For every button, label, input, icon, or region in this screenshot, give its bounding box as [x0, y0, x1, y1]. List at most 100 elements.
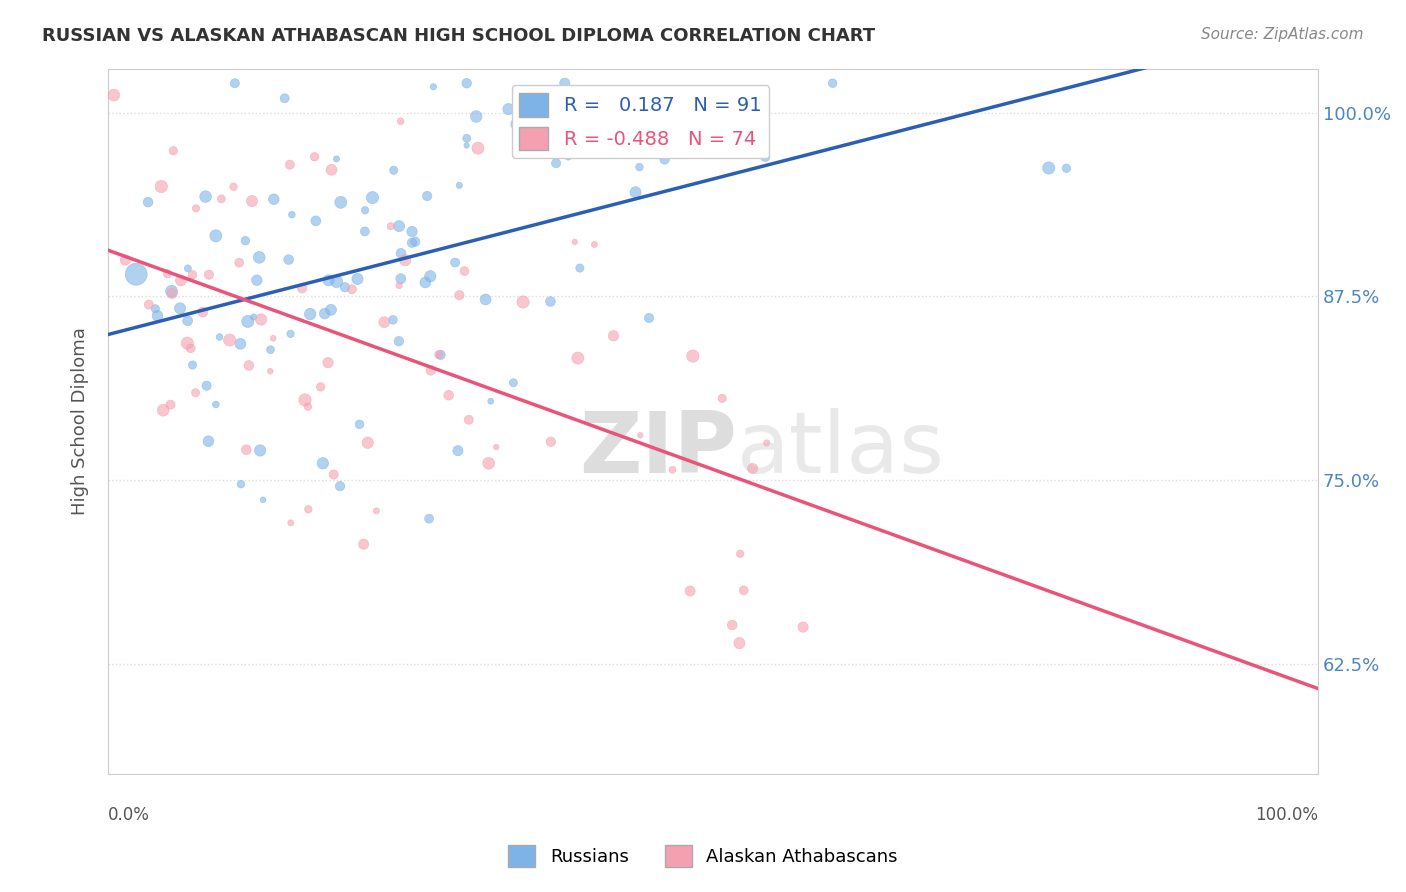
- Point: [419, 269, 441, 284]
- Point: [299, 307, 322, 321]
- Point: [479, 394, 502, 409]
- Point: [273, 91, 295, 105]
- Point: [353, 537, 375, 551]
- Point: [197, 434, 219, 449]
- Point: [654, 153, 676, 167]
- Point: [401, 235, 423, 250]
- Point: [316, 356, 339, 370]
- Point: [354, 224, 377, 238]
- Point: [176, 314, 198, 328]
- Point: [170, 273, 193, 287]
- Point: [194, 189, 217, 203]
- Point: [309, 380, 332, 394]
- Point: [346, 272, 368, 286]
- Point: [235, 234, 257, 248]
- Point: [602, 328, 624, 343]
- Point: [381, 313, 404, 327]
- Point: [456, 131, 478, 145]
- Point: [792, 620, 814, 634]
- Point: [312, 456, 335, 470]
- Point: [297, 502, 319, 516]
- Point: [280, 516, 302, 530]
- Point: [456, 76, 478, 90]
- Point: [456, 138, 478, 153]
- Point: [250, 312, 273, 326]
- Point: [721, 618, 744, 632]
- Point: [280, 326, 302, 341]
- Point: [453, 264, 475, 278]
- Point: [389, 246, 412, 260]
- Point: [314, 307, 336, 321]
- Point: [177, 261, 200, 276]
- Point: [449, 178, 471, 193]
- Point: [222, 179, 245, 194]
- Point: [291, 281, 314, 295]
- Point: [502, 376, 524, 390]
- Point: [205, 228, 228, 243]
- Point: [474, 293, 496, 307]
- Text: RUSSIAN VS ALASKAN ATHABASCAN HIGH SCHOOL DIPLOMA CORRELATION CHART: RUSSIAN VS ALASKAN ATHABASCAN HIGH SCHOO…: [42, 27, 876, 45]
- Point: [821, 76, 844, 90]
- Point: [349, 417, 371, 432]
- Point: [427, 348, 450, 362]
- Point: [152, 403, 174, 417]
- Point: [380, 219, 402, 234]
- Point: [249, 443, 271, 458]
- Point: [340, 282, 363, 296]
- Point: [754, 150, 776, 164]
- Point: [498, 102, 520, 116]
- Point: [162, 144, 184, 158]
- Point: [138, 297, 160, 311]
- Point: [512, 295, 534, 310]
- Point: [401, 225, 423, 239]
- Point: [242, 310, 264, 324]
- Point: [419, 363, 441, 377]
- Point: [160, 286, 183, 301]
- Point: [321, 162, 343, 177]
- Point: [404, 235, 426, 249]
- Point: [416, 189, 439, 203]
- Point: [382, 163, 405, 178]
- Point: [546, 156, 568, 170]
- Point: [277, 252, 299, 267]
- Point: [357, 435, 380, 450]
- Point: [114, 252, 136, 267]
- Point: [156, 267, 179, 281]
- Point: [389, 271, 412, 285]
- Point: [229, 336, 252, 351]
- Point: [582, 109, 605, 123]
- Point: [394, 253, 416, 268]
- Point: [567, 351, 589, 365]
- Point: [1038, 161, 1060, 175]
- Point: [263, 192, 285, 206]
- Point: [329, 195, 352, 210]
- Point: [319, 302, 342, 317]
- Point: [146, 309, 169, 323]
- Point: [238, 359, 260, 373]
- Point: [583, 237, 606, 252]
- Point: [218, 333, 240, 347]
- Point: [159, 398, 181, 412]
- Point: [181, 358, 204, 372]
- Point: [665, 141, 688, 155]
- Point: [304, 150, 326, 164]
- Point: [322, 467, 344, 482]
- Y-axis label: High School Diploma: High School Diploma: [72, 327, 89, 516]
- Point: [540, 434, 562, 449]
- Point: [628, 160, 651, 174]
- Point: [728, 547, 751, 561]
- Point: [160, 285, 183, 299]
- Text: atlas: atlas: [737, 408, 945, 491]
- Point: [125, 267, 148, 281]
- Text: 0.0%: 0.0%: [108, 806, 150, 824]
- Point: [294, 392, 316, 407]
- Point: [361, 191, 384, 205]
- Point: [366, 504, 388, 518]
- Point: [333, 280, 356, 294]
- Point: [457, 413, 479, 427]
- Point: [538, 294, 561, 309]
- Point: [205, 397, 228, 411]
- Point: [467, 141, 489, 155]
- Point: [554, 76, 576, 90]
- Point: [195, 378, 218, 392]
